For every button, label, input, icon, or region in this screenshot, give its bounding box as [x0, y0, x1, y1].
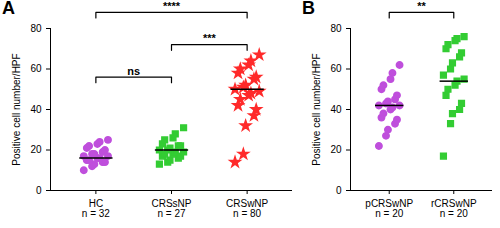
svg-text:HCn = 32: HCn = 32	[82, 198, 111, 219]
svg-text:80: 80	[330, 23, 342, 34]
svg-text:0: 0	[36, 185, 42, 196]
svg-text:60: 60	[330, 63, 342, 74]
svg-text:pCRSwNPn = 20: pCRSwNPn = 20	[365, 198, 413, 219]
svg-text:Positive cell number/HPF: Positive cell number/HPF	[11, 53, 22, 165]
svg-text:40: 40	[30, 104, 42, 115]
svg-text:CRSsNPn = 27: CRSsNPn = 27	[151, 198, 191, 219]
svg-text:ns: ns	[127, 65, 140, 77]
svg-text:****: ****	[163, 0, 181, 12]
svg-text:**: **	[417, 0, 426, 12]
svg-text:20: 20	[330, 144, 342, 155]
svg-text:20: 20	[30, 144, 42, 155]
svg-text:Positive cell number/HPF: Positive cell number/HPF	[311, 53, 322, 165]
svg-text:80: 80	[30, 23, 42, 34]
svg-text:40: 40	[330, 104, 342, 115]
svg-text:CRSwNPn = 80: CRSwNPn = 80	[226, 198, 269, 219]
svg-text:rCRSwNPn = 20: rCRSwNPn = 20	[431, 198, 477, 219]
svg-text:***: ***	[203, 32, 217, 44]
svg-text:0: 0	[336, 185, 342, 196]
svg-text:60: 60	[30, 63, 42, 74]
